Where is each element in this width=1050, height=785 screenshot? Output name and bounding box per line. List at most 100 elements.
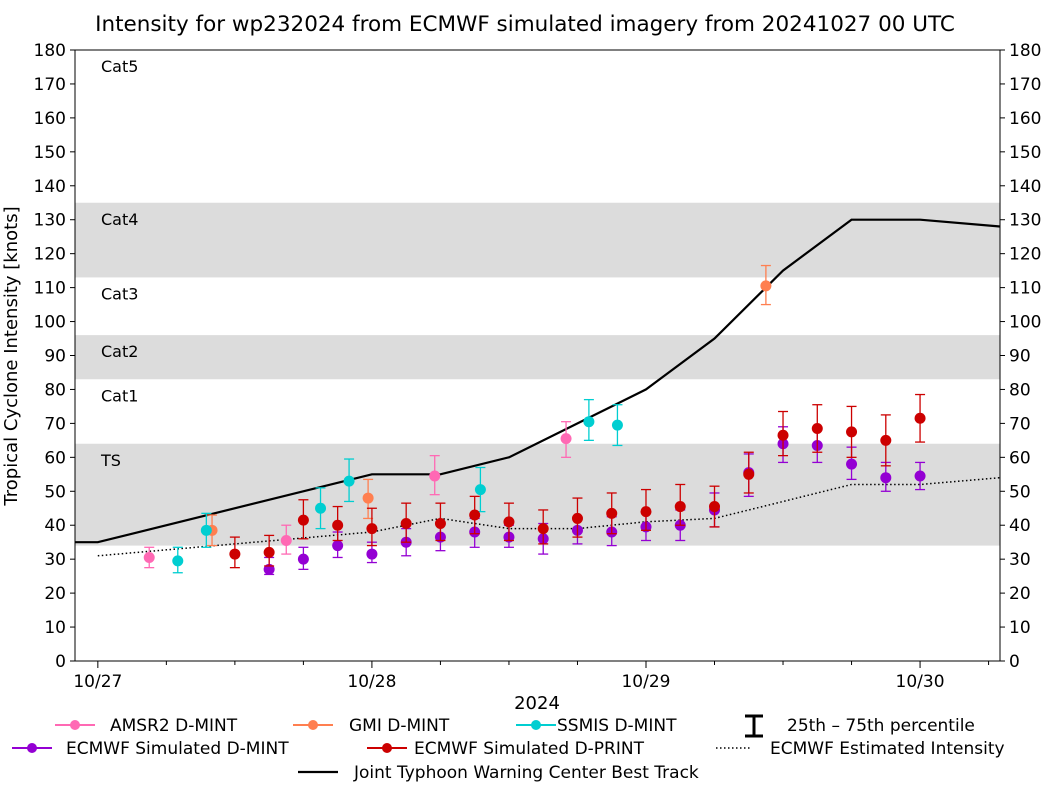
y-tick-label-left: 20 [44,584,66,604]
ecmwf-simulated-d-mint-point [332,540,344,552]
legend-label: ECMWF Simulated D-PRINT [414,739,645,759]
category-band-cat4 [75,202,1000,278]
y-axis-left: 0 10 20 30 40 50 60 70 80 90 100 110 120 130 140 150 160… [34,41,75,672]
y-tick-label-right: 180 [1009,41,1041,61]
ecmwf-simulated-d-print-point [366,523,378,535]
x-tick-label: 10/28 [347,672,396,692]
ecmwf-simulated-d-mint-point [846,458,858,470]
ecmwf-simulated-d-print-point [606,507,618,519]
y-tick-label-right: 100 [1009,313,1041,333]
legend-label: ECMWF Estimated Intensity [770,739,1005,759]
x-tick-label: 10/27 [73,672,122,692]
ssmis-d-mint-point [611,419,623,431]
ecmwf-simulated-d-print-point [674,501,686,513]
data-markers [143,264,926,576]
category-label-cat2: Cat2 [101,342,138,361]
ecmwf-simulated-d-print-point [332,519,344,531]
gmi-d-mint-point [362,492,374,504]
category-label-cat1: Cat1 [101,386,138,405]
ecmwf-simulated-d-print-point [229,548,241,560]
category-label-ts: TS [100,451,121,470]
legend-marker [27,743,37,753]
x-axis-label: 2024 [514,693,560,714]
y-tick-label-right: 10 [1009,618,1031,638]
y-tick-label-left: 130 [34,211,66,231]
legend-label: Joint Typhoon Warning Center Best Track [353,763,699,783]
ecmwf-simulated-d-mint-point [914,470,926,482]
ecmwf-simulated-d-mint-point [297,553,309,565]
legend-percentile-label: 25th – 75th percentile [787,716,975,736]
ssmis-d-mint-point [343,475,355,487]
y-tick-label-right: 150 [1009,143,1041,163]
ecmwf-simulated-d-print-point [297,514,309,526]
y-tick-label-right: 20 [1009,584,1031,604]
amsr2-d-mint-point [143,551,155,563]
y-tick-label-right: 120 [1009,245,1041,265]
y-tick-label-left: 30 [44,550,66,570]
legend-marker [308,720,318,730]
y-tick-label-right: 110 [1009,279,1041,299]
y-tick-label-left: 140 [34,177,66,197]
y-tick-label-right: 90 [1009,347,1031,367]
x-axis: 10/27 10/28 10/29 10/30 [73,661,990,692]
legend: AMSR2 D-MINT GMI D-MINT SSMIS D-MINT ECMWF … [12,714,1005,783]
y-tick-label-left: 40 [44,516,66,536]
y-tick-label-left: 10 [44,618,66,638]
ssmis-d-mint-point [172,555,184,567]
gmi-d-mint-point [760,280,772,292]
ecmwf-simulated-d-print-point [777,429,789,441]
amsr2-d-mint-point [280,534,292,546]
y-tick-label-left: 100 [34,313,66,333]
ecmwf-simulated-d-print-point [537,523,549,535]
ecmwf-simulated-d-print-point [469,509,481,521]
ecmwf-simulated-d-mint-point [366,548,378,560]
ecmwf-simulated-d-mint-point [880,472,892,484]
y-tick-label-right: 0 [1009,652,1020,672]
ecmwf-simulated-d-print-point [400,518,412,530]
ecmwf-simulated-d-print-point [811,422,823,434]
ssmis-d-mint-point [474,484,486,496]
y-tick-label-right: 160 [1009,109,1041,129]
amsr2-d-mint-point [560,433,572,445]
category-label-cat3: Cat3 [101,284,138,303]
y-tick-label-left: 160 [34,109,66,129]
legend-label: ECMWF Simulated D-MINT [66,739,289,759]
y-tick-label-left: 90 [44,347,66,367]
legend-marker [382,743,392,753]
legend-marker [531,720,541,730]
y-tick-label-right: 170 [1009,75,1041,95]
y-tick-label-left: 110 [34,279,66,299]
y-tick-label-left: 170 [34,75,66,95]
y-tick-label-right: 140 [1009,177,1041,197]
y-axis-right: 0 10 20 30 40 50 60 70 80 90 100 110 120 130 140 150 160… [1000,41,1041,672]
y-tick-label-left: 50 [44,482,66,502]
y-tick-label-right: 40 [1009,516,1031,536]
y-tick-label-left: 60 [44,448,66,468]
ecmwf-simulated-d-print-point [571,512,583,524]
legend-label: GMI D-MINT [349,716,450,736]
ecmwf-simulated-d-print-point [640,506,652,518]
ecmwf-simulated-d-print-point [880,434,892,446]
ssmis-d-mint-point [315,502,327,514]
y-tick-label-left: 150 [34,143,66,163]
y-tick-label-left: 0 [55,652,66,672]
ssmis-d-mint-point [200,524,212,536]
ecmwf-simulated-d-print-point [503,516,515,528]
legend-label: SSMIS D-MINT [557,716,677,736]
x-tick-label: 10/30 [896,672,945,692]
y-tick-label-right: 60 [1009,448,1031,468]
ecmwf-simulated-d-print-point [263,546,275,558]
legend-marker [70,720,80,730]
y-tick-label-right: 30 [1009,550,1031,570]
jtwc-best-track-line [75,218,1001,544]
category-band-ts [75,443,1000,546]
y-tick-label-right: 70 [1009,414,1031,434]
category-label-cat4: Cat4 [101,210,138,229]
y-tick-label-right: 50 [1009,482,1031,502]
y-axis-label: Tropical Cyclone Intensity [knots] [1,206,22,506]
ecmwf-simulated-d-print-point [846,426,858,438]
ecmwf-simulated-d-print-point [434,518,446,530]
category-label-cat5: Cat5 [101,57,138,76]
ssmis-d-mint-point [583,416,595,428]
